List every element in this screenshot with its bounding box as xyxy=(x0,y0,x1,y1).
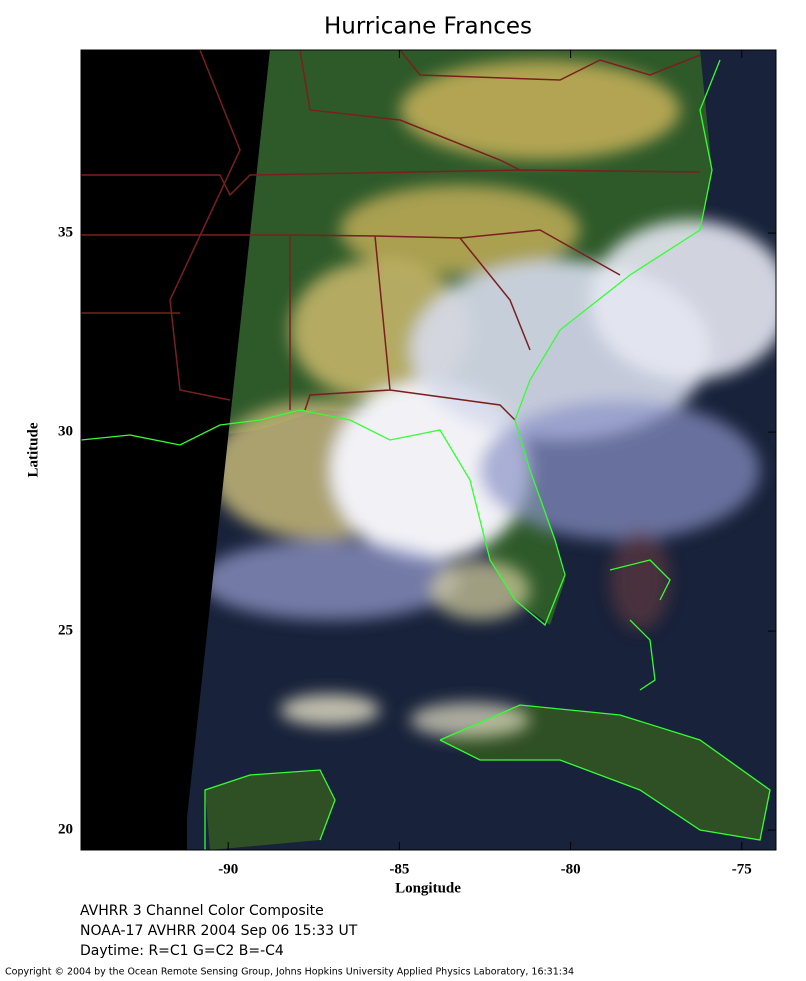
x-tick-label: -75 xyxy=(732,861,752,877)
plot-frame xyxy=(80,49,777,851)
y-tick-label: 35 xyxy=(58,225,73,241)
clouds xyxy=(200,60,776,738)
y-tick-label: 30 xyxy=(58,424,73,440)
copyright: Copyright © 2004 by the Ocean Remote Sen… xyxy=(5,967,574,978)
coastline xyxy=(81,59,771,850)
x-tick-label: -85 xyxy=(389,861,409,877)
chart-title: Hurricane Frances xyxy=(324,14,532,40)
x-axis-label: Longitude xyxy=(395,880,461,896)
land xyxy=(205,770,335,850)
y-tick-label: 20 xyxy=(58,822,73,838)
caption-line: AVHRR 3 Channel Color Composite xyxy=(80,903,324,919)
y-axis-label: Latitude xyxy=(25,422,41,477)
y-tick-label: 25 xyxy=(58,623,73,639)
state-borders xyxy=(81,50,701,421)
caption-line: Daytime: R=C1 G=C2 B=-C4 xyxy=(80,943,284,959)
swath xyxy=(187,50,776,850)
caption-line: NOAA-17 AVHRR 2004 Sep 06 15:33 UT xyxy=(80,923,358,939)
satellite-image xyxy=(81,50,776,850)
land xyxy=(440,705,770,840)
x-tick-label: -80 xyxy=(561,861,581,877)
x-tick-label: -90 xyxy=(218,861,238,877)
